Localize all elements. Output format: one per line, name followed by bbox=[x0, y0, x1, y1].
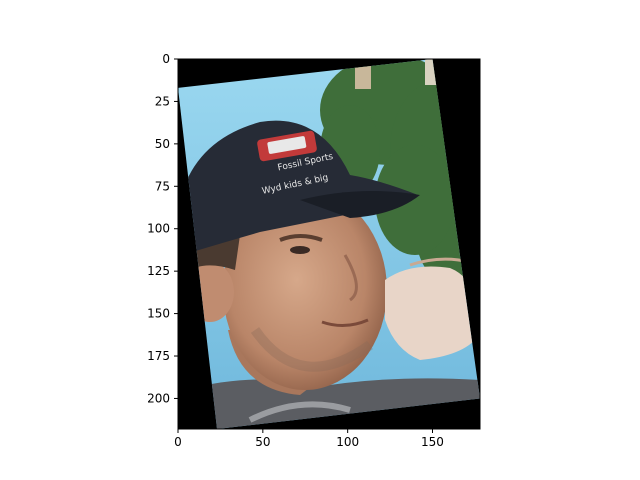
hand bbox=[385, 266, 480, 360]
face bbox=[223, 190, 387, 390]
x-tick-label: 0 bbox=[174, 435, 182, 449]
mouth bbox=[321, 318, 369, 327]
cap bbox=[180, 120, 418, 256]
eyebrow bbox=[279, 234, 323, 242]
x-tick-label: 100 bbox=[336, 435, 359, 449]
y-tick-label: 0 bbox=[162, 52, 170, 66]
x-tick-label: 50 bbox=[255, 435, 270, 449]
y-tick-label: 75 bbox=[155, 179, 170, 193]
x-tick-label: 150 bbox=[421, 435, 444, 449]
tree-foliage bbox=[375, 145, 455, 255]
eye bbox=[290, 246, 310, 254]
y-tick-label: 25 bbox=[155, 94, 170, 108]
y-tick-label: 50 bbox=[155, 137, 170, 151]
stubble bbox=[250, 327, 373, 372]
shirt-collar bbox=[248, 401, 351, 423]
y-tick-label: 100 bbox=[147, 222, 170, 236]
y-tick-label: 125 bbox=[147, 264, 170, 278]
cap-logo-inner bbox=[267, 136, 307, 154]
nose bbox=[343, 254, 358, 302]
y-tick-label: 175 bbox=[147, 349, 170, 363]
y-axis: 0 25 50 75 100 125 150 175 200 bbox=[147, 52, 178, 405]
y-tick-label: 200 bbox=[147, 391, 170, 405]
axes-frame bbox=[177, 58, 481, 430]
x-axis: 0 50 100 150 bbox=[174, 429, 444, 449]
cap-brim bbox=[300, 191, 420, 218]
y-tick-label: 150 bbox=[147, 307, 170, 321]
